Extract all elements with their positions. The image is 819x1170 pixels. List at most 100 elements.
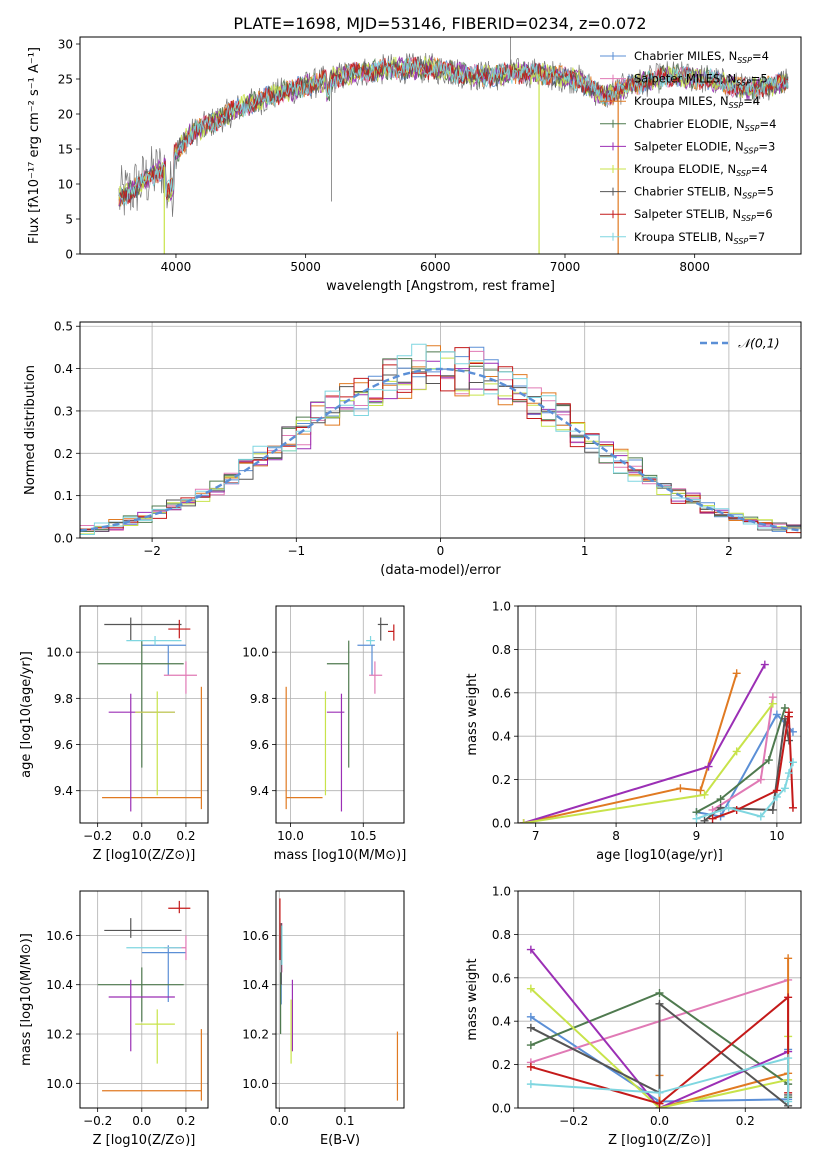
legend-subscript: SSP bbox=[745, 124, 760, 133]
weight-line-salpeter_stelib bbox=[712, 712, 794, 820]
weight-line-kroupa_miles bbox=[523, 673, 738, 823]
histogram-legend: 𝒩(0,1) bbox=[700, 336, 780, 351]
x-axis-label: Z [log10(Z/Z⊙)] bbox=[608, 1133, 711, 1148]
plot-area: 4000 5000 6000 7000 8000051015202530waveleng… bbox=[19, 36, 802, 1148]
x-tick-label: 8 bbox=[612, 829, 620, 843]
axes-residuals: −2 −1 0 1 2 0.0 0.1 0.2 0.3 0.4 0.5 (data-model)/er… bbox=[23, 320, 802, 578]
y-tick-label: 0.0 bbox=[492, 1102, 511, 1116]
weight-marker-kroupa_elodie bbox=[526, 984, 535, 993]
y-axis-label: Flux [fλ10⁻¹⁷ erg cm⁻² s⁻¹ A⁻¹] bbox=[27, 47, 42, 244]
weight-marker-kroupa_stelib bbox=[526, 1080, 535, 1089]
legend-text: Salpeter STELIB, N bbox=[634, 207, 741, 221]
y-tick-label: 10.0 bbox=[242, 1077, 269, 1091]
y-tick-label: 10.0 bbox=[46, 646, 73, 660]
weight-marker-chabrier_elodie bbox=[716, 795, 725, 804]
x-axis-label: mass [log10(M/M⊙)] bbox=[274, 848, 407, 863]
weight-marker-salpeter_stelib bbox=[708, 814, 717, 823]
legend-text: =7 bbox=[748, 230, 765, 244]
x-tick-label: 1 bbox=[581, 544, 589, 558]
x-axis-label: Z [log10(Z/Z⊙)] bbox=[93, 848, 196, 863]
plot-content bbox=[519, 660, 797, 823]
legend-text: Chabrier ELODIE, N bbox=[634, 117, 745, 131]
axes-mass_vs_ebv: 0.0 0.1 10.0 10.2 10.4 10.6 E(B-V) bbox=[242, 890, 405, 1148]
legend-text: =4 bbox=[743, 94, 760, 108]
y-tick-label: 9.8 bbox=[250, 692, 269, 706]
axes-weight_vs_Z: −0.2 0.0 0.2 0.0 0.2 0.4 0.6 0.8 1.0 Z [log10(Z/Z… bbox=[465, 885, 802, 1148]
y-tick-label: 10 bbox=[58, 178, 73, 192]
weight-marker-chabrier_elodie bbox=[655, 988, 664, 997]
weight-marker-chabrier_elodie bbox=[764, 756, 773, 765]
legend-label: Kroupa MILES, NSSP=4 bbox=[634, 94, 760, 110]
weight-marker-chabrier_miles bbox=[526, 1012, 535, 1021]
weight-marker-salpeter_elodie bbox=[760, 660, 769, 669]
axes-frame bbox=[79, 605, 209, 824]
x-tick-label: 0.2 bbox=[176, 1114, 195, 1128]
x-tick-label: 6000 bbox=[420, 260, 451, 274]
x-tick-label: 9 bbox=[693, 829, 701, 843]
plot-content bbox=[97, 617, 202, 812]
legend-label: Chabrier STELIB, NSSP=5 bbox=[634, 185, 774, 201]
axes-spectrum: 4000 5000 6000 7000 8000 0 5 10 15 20 25 30 waveleng… bbox=[27, 36, 802, 294]
x-axis-label: Z [log10(Z/Z⊙)] bbox=[93, 1133, 196, 1148]
legend-text: =3 bbox=[758, 139, 775, 153]
legend-label: Chabrier ELODIE, NSSP=4 bbox=[634, 117, 776, 133]
axes-frame bbox=[79, 36, 802, 255]
y-tick-label: 0.1 bbox=[54, 489, 73, 503]
y-tick-label: 0.0 bbox=[492, 817, 511, 831]
y-tick-label: 30 bbox=[58, 38, 73, 52]
x-tick-label: 0.0 bbox=[132, 1114, 151, 1128]
weight-marker-chabrier_stelib bbox=[526, 1023, 535, 1032]
figure-title: PLATE=1698, MJD=53146, FIBERID=0234, z=0… bbox=[233, 14, 646, 33]
plot-content bbox=[118, 37, 789, 254]
weight-marker-salpeter_stelib bbox=[784, 993, 793, 1002]
weight-marker-kroupa_stelib bbox=[724, 803, 733, 812]
weight-marker-chabrier_elodie bbox=[526, 1041, 535, 1050]
weight-marker-kroupa_stelib bbox=[784, 769, 793, 778]
y-tick-label: 9.4 bbox=[250, 784, 269, 798]
weight-marker-kroupa_stelib bbox=[784, 1054, 793, 1063]
y-tick-label: 10.6 bbox=[46, 929, 73, 943]
x-axis-label: E(B-V) bbox=[320, 1133, 360, 1148]
x-tick-label: 10.0 bbox=[277, 829, 304, 843]
legend-subscript: SSP bbox=[737, 56, 752, 65]
y-tick-label: 0.4 bbox=[54, 362, 73, 376]
legend-text: Kroupa ELODIE, N bbox=[634, 162, 736, 176]
x-tick-label: 10.5 bbox=[350, 829, 377, 843]
legend-text: Kroupa STELIB, N bbox=[634, 230, 734, 244]
histogram-kroupa_stelib bbox=[80, 343, 801, 537]
legend-subscript: SSP bbox=[742, 192, 757, 201]
y-tick-label: 0.2 bbox=[54, 447, 73, 461]
y-tick-label: 25 bbox=[58, 73, 73, 87]
y-tick-label: 10.4 bbox=[242, 978, 269, 992]
legend-label: Kroupa ELODIE, NSSP=4 bbox=[634, 162, 768, 178]
legend-text: Salpeter MILES, N bbox=[634, 72, 736, 86]
weight-marker-kroupa_stelib bbox=[772, 792, 781, 801]
y-tick-label: 0.4 bbox=[492, 1015, 511, 1029]
y-tick-label: 9.8 bbox=[54, 692, 73, 706]
legend-label: Salpeter MILES, NSSP=5 bbox=[634, 72, 768, 88]
x-tick-label: 0 bbox=[437, 544, 445, 558]
weight-marker-kroupa_miles bbox=[784, 954, 793, 963]
y-tick-label: 1.0 bbox=[492, 600, 511, 614]
legend-text: =6 bbox=[756, 207, 773, 221]
weight-marker-kroupa_elodie bbox=[700, 790, 709, 799]
x-tick-label: 7000 bbox=[550, 260, 581, 274]
model-line-kroupa_stelib bbox=[118, 57, 789, 207]
x-tick-label: 0.2 bbox=[176, 829, 195, 843]
legend-subscript: SSP bbox=[744, 146, 759, 155]
legend-label: Salpeter STELIB, NSSP=6 bbox=[634, 207, 773, 223]
x-tick-label: −1 bbox=[287, 544, 305, 558]
legend-label: Kroupa STELIB, NSSP=7 bbox=[634, 230, 765, 246]
axes-mass_vs_Z: −0.2 0.0 0.2 10.0 10.2 10.4 10.6 Z [log10(Z/Z⊙)… bbox=[19, 890, 209, 1148]
x-tick-label: 8000 bbox=[679, 260, 710, 274]
weight-marker-kroupa_stelib bbox=[692, 814, 701, 823]
y-tick-label: 10.2 bbox=[242, 1028, 269, 1042]
weight-marker-salpeter_elodie bbox=[526, 945, 535, 954]
y-tick-label: 10.0 bbox=[46, 1077, 73, 1091]
axes-frame bbox=[275, 890, 405, 1109]
axes-frame bbox=[79, 890, 209, 1109]
y-tick-label: 10.4 bbox=[46, 978, 73, 992]
plot-content bbox=[285, 617, 395, 812]
axes-frame bbox=[79, 321, 802, 539]
